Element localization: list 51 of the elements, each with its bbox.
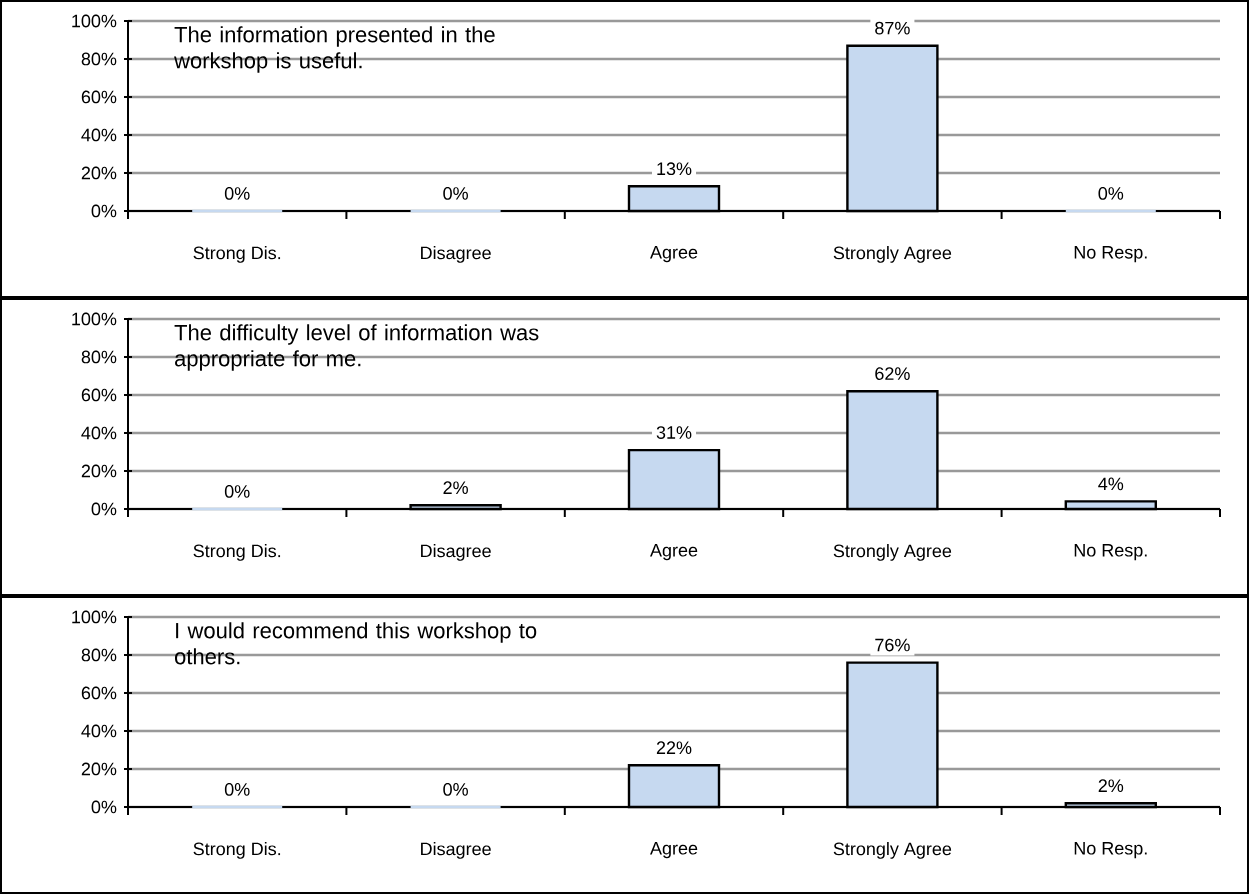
y-tick-label: 100%	[72, 610, 117, 624]
data-label: 0%	[443, 783, 468, 796]
y-tick-label: 40%	[81, 426, 117, 440]
x-tick-label: No Resp.	[1074, 544, 1147, 561]
data-label: 0%	[1098, 187, 1124, 200]
data-label: 22%	[656, 741, 692, 754]
y-tick-label: 60%	[81, 686, 117, 700]
y-tick-label: 20%	[81, 464, 117, 478]
x-tick-label: No Resp.	[1074, 246, 1147, 263]
y-tick-label: 60%	[81, 90, 117, 104]
y-tick-label: 40%	[81, 128, 117, 142]
x-tick-label: Strongly Agree	[833, 246, 952, 263]
y-tick-label: 80%	[81, 648, 117, 662]
data-label: 31%	[656, 426, 692, 439]
x-tick-label: Disagree	[421, 842, 491, 859]
x-tick-label: Strong Dis.	[193, 246, 281, 263]
text: The difficulty level of information was appropriate for me.	[174, 324, 539, 371]
x-tick-label: Agree	[650, 544, 698, 561]
y-tick-label: 40%	[81, 724, 117, 738]
x-tick-label: Agree	[650, 246, 698, 263]
x-tick-label: Strong Dis.	[193, 842, 281, 859]
data-label: 13%	[657, 162, 692, 176]
x-tick-label: Strongly Agree	[833, 842, 952, 859]
y-tick-label: 100%	[72, 14, 117, 28]
y-tick-label: 20%	[81, 166, 117, 180]
data-label: 87%	[875, 21, 910, 35]
text: I would recommend this workshop to others.	[174, 622, 537, 665]
data-label: 2%	[443, 481, 468, 494]
y-tick-label: 0%	[91, 204, 117, 218]
data-label: 0%	[224, 783, 250, 796]
x-tick-label: Disagree	[421, 544, 491, 561]
y-tick-label: 80%	[81, 350, 117, 364]
data-label: 0%	[443, 187, 468, 200]
y-tick-label: 0%	[91, 502, 117, 516]
x-tick-label: Agree	[650, 842, 698, 859]
data-label: 0%	[224, 187, 250, 200]
x-tick-label: Disagree	[421, 246, 491, 263]
data-label: 76%	[875, 638, 910, 652]
data-label: 0%	[224, 485, 250, 498]
y-tick-label: 0%	[91, 800, 117, 814]
x-tick-label: Strong Dis.	[193, 544, 281, 561]
y-tick-label: 100%	[72, 312, 117, 326]
y-tick-label: 80%	[81, 52, 117, 66]
y-tick-label: 60%	[81, 388, 117, 402]
x-tick-label: Strongly Agree	[833, 544, 952, 561]
x-tick-label: No Resp.	[1074, 842, 1147, 859]
y-tick-label: 20%	[81, 762, 117, 776]
text: The information presented in the workshop is useful.	[174, 26, 495, 73]
data-label: 4%	[1098, 477, 1124, 491]
data-label: 2%	[1098, 779, 1124, 792]
data-label: 62%	[875, 367, 910, 380]
